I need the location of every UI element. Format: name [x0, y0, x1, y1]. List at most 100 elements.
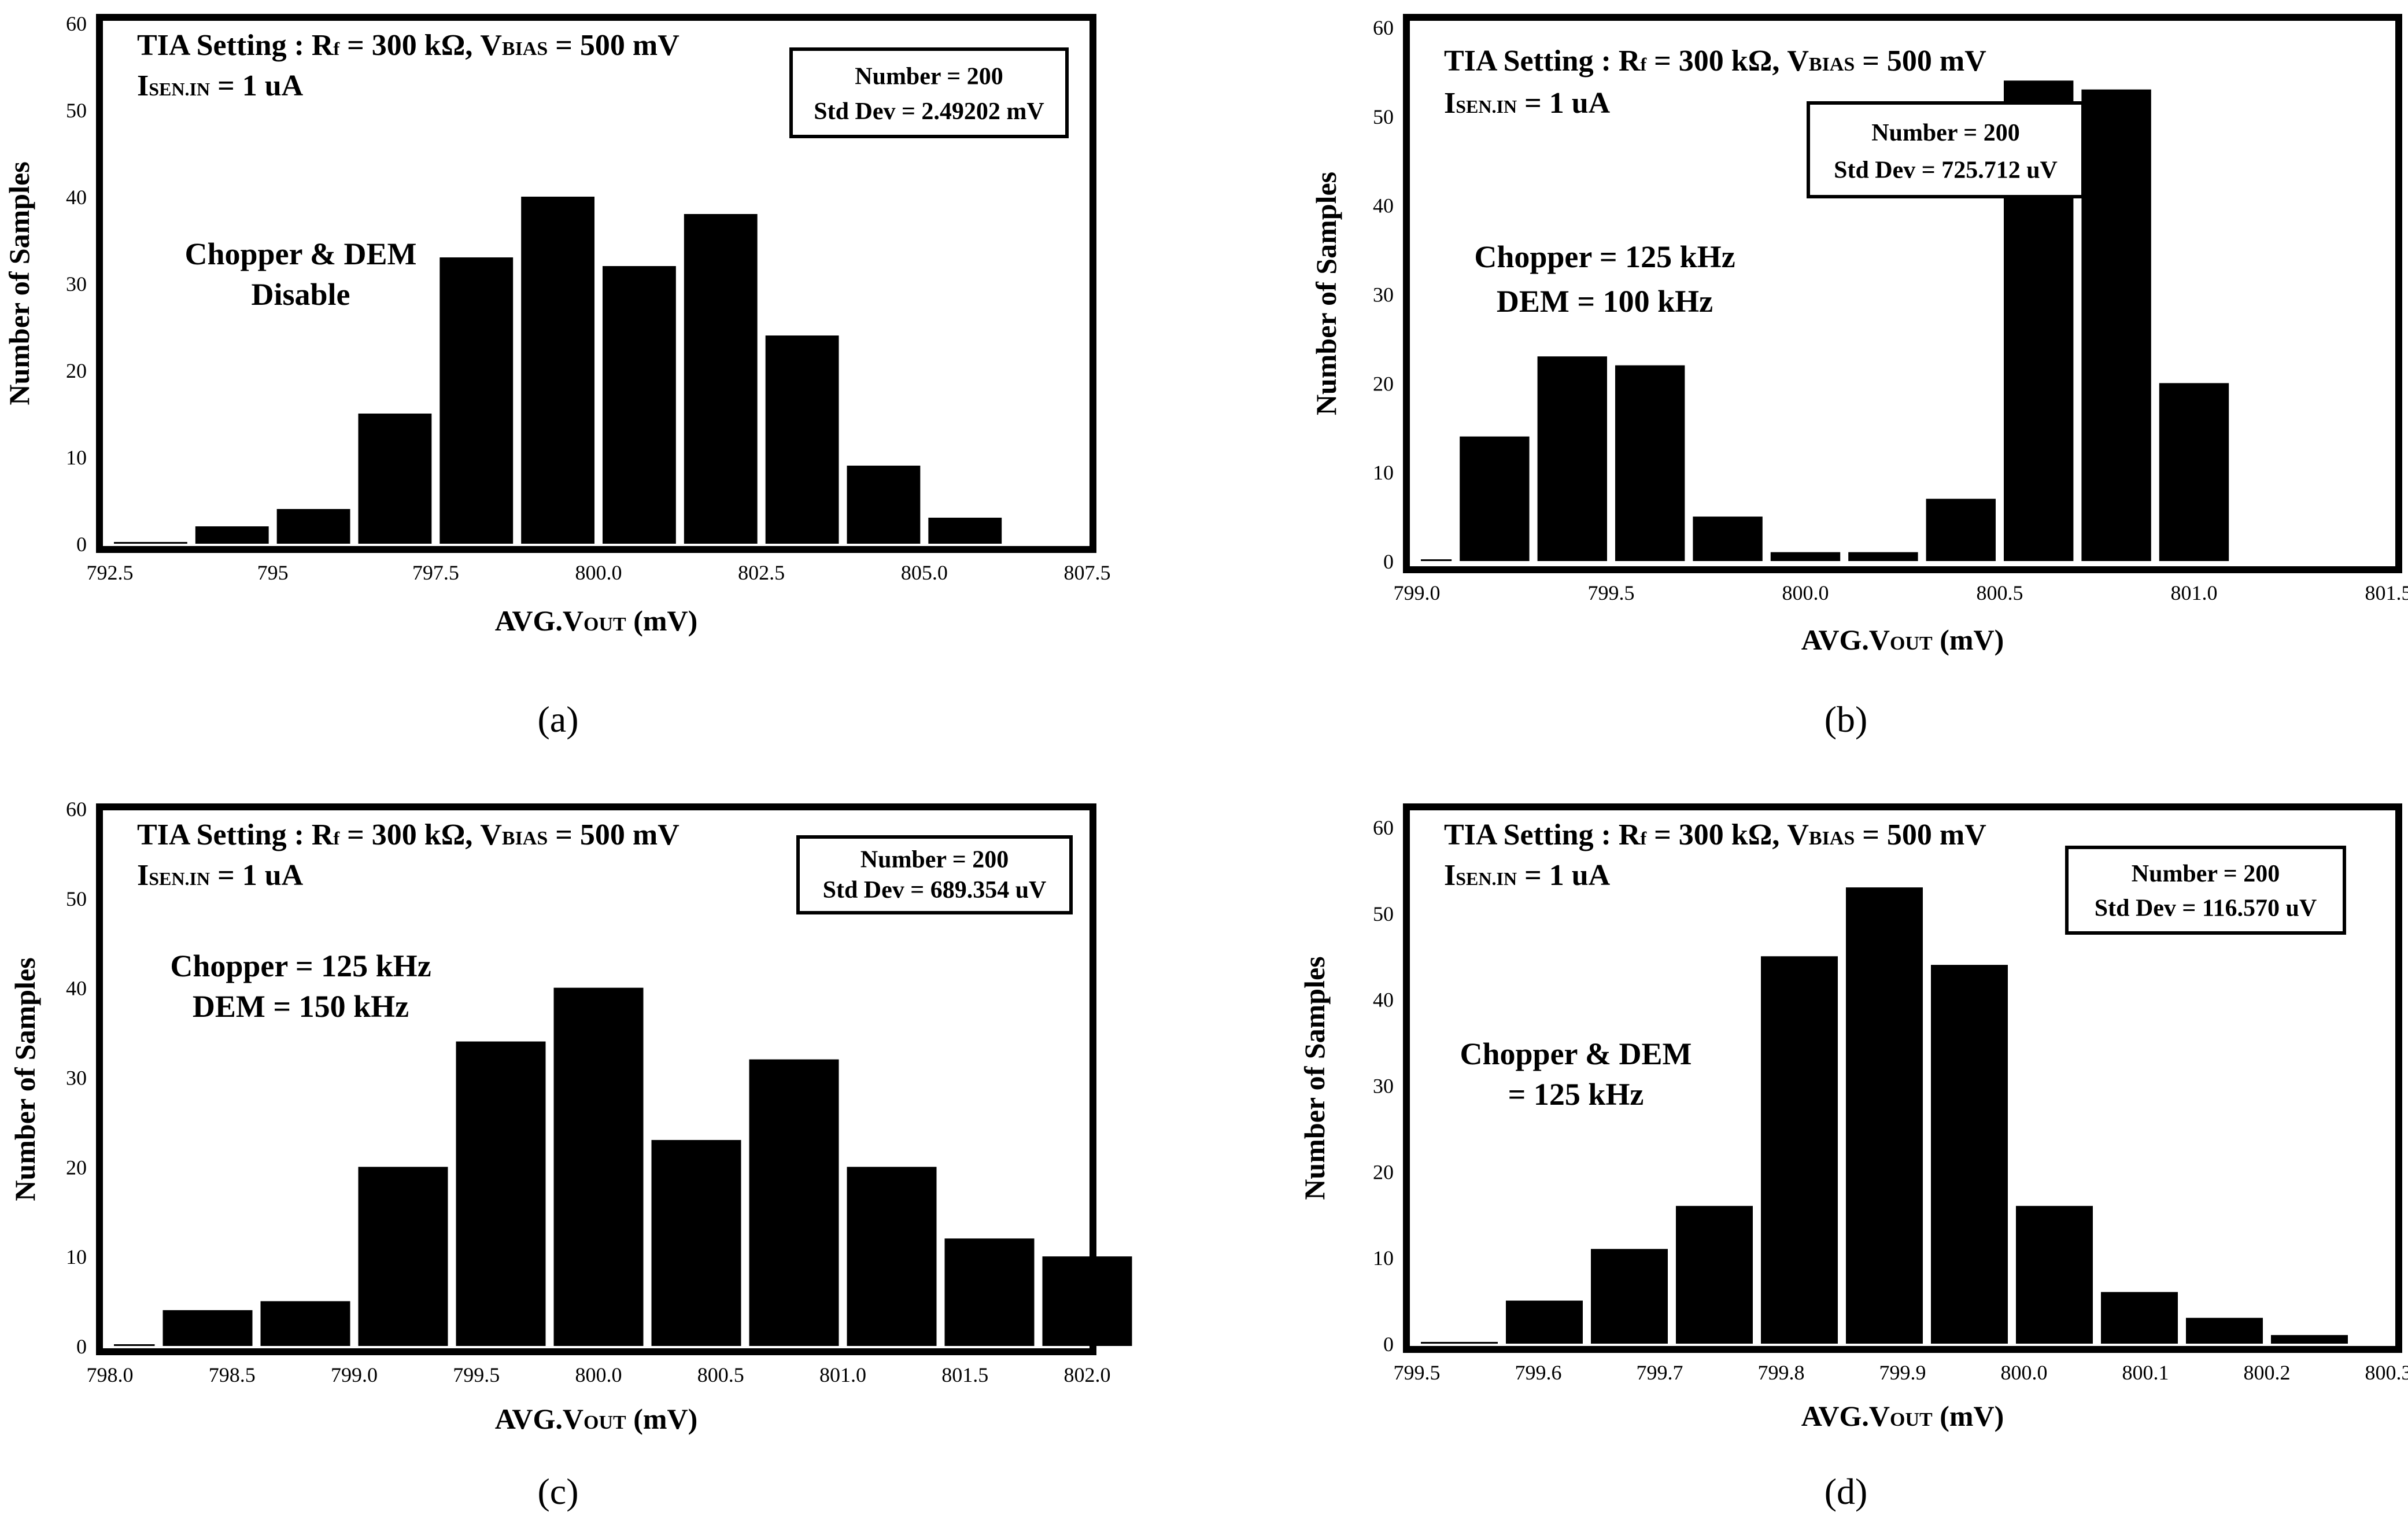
- histogram-bar: [651, 1139, 741, 1346]
- histogram-bar: [928, 518, 1002, 544]
- histogram-bar: [2016, 1205, 2093, 1344]
- x-tick-label: 800.5: [1977, 581, 2023, 604]
- y-tick-label: 60: [1373, 16, 1394, 39]
- x-tick-label: 802.0: [1064, 1363, 1111, 1386]
- histogram-bar: [1846, 887, 1923, 1344]
- x-tick-label: 801.0: [2171, 581, 2218, 604]
- histogram-bar: [456, 1041, 546, 1346]
- chart-panel-d: 0 10 20 30 40 50 60 799.5 799.6 799.7 799.8 799.9 80…: [1298, 803, 2408, 1512]
- x-tick-label: 800.0: [575, 561, 622, 584]
- y-tick-label: 20: [1373, 372, 1394, 395]
- x-tick-label: 792.5: [87, 561, 134, 584]
- y-tick-label: 10: [66, 1245, 87, 1268]
- stats-stddev: Std Dev = 689.354 uV: [823, 877, 1047, 903]
- histogram-bar: [847, 466, 921, 544]
- y-tick-label: 30: [66, 1067, 87, 1090]
- plot-frame: [1403, 803, 2402, 1353]
- x-tick-label: 801.0: [819, 1363, 866, 1386]
- stats-stddev: Std Dev = 2.49202 mV: [814, 98, 1044, 125]
- y-tick-label: 40: [1373, 989, 1394, 1012]
- x-tick-label: 802.5: [738, 561, 785, 584]
- histogram-bar: [162, 1310, 253, 1346]
- histogram-bar: [260, 1301, 350, 1346]
- x-tick-label: 807.5: [1064, 561, 1111, 584]
- y-tick-label: 40: [66, 977, 87, 1000]
- stats-stddev: Std Dev = 725.712 uV: [1834, 157, 2058, 184]
- stats-box: [2065, 846, 2346, 935]
- histogram-bar: [1421, 559, 1452, 561]
- panel-label: (d): [1825, 1471, 1868, 1512]
- y-tick-label: 10: [66, 446, 87, 469]
- histogram-bar: [847, 1167, 937, 1346]
- x-tick-label: 799.9: [1879, 1361, 1926, 1384]
- condition-annotation: DEM = 100 kHz: [1497, 284, 1713, 319]
- histogram-bar: [1537, 356, 1607, 561]
- panel-label: (b): [1825, 699, 1868, 740]
- histogram-bar: [1693, 517, 1763, 561]
- y-tick-label: 20: [66, 359, 87, 382]
- y-tick-label: 0: [76, 533, 87, 556]
- x-tick-label: 797.5: [412, 561, 459, 584]
- stats-stddev: Std Dev = 116.570 uV: [2095, 895, 2317, 921]
- x-tick-label: 800.3: [2365, 1361, 2408, 1384]
- y-tick-label: 60: [66, 798, 87, 821]
- stats-number: Number = 200: [860, 846, 1009, 873]
- tia-setting-label: TIA Setting : Rf = 300 kΩ, VBIAS = 500 m…: [1444, 818, 1986, 851]
- histogram-bar: [553, 987, 644, 1346]
- y-tick-label: 50: [1373, 105, 1394, 128]
- histogram-bar: [440, 257, 514, 544]
- y-tick-label: 50: [66, 887, 87, 910]
- y-tick-label: 30: [1373, 1075, 1394, 1098]
- histogram-bar: [195, 526, 269, 544]
- plot-frame: [96, 14, 1096, 553]
- plot-frame: [1403, 14, 2402, 573]
- x-axis-label: AVG.VOUT (mV): [1801, 624, 2004, 656]
- histogram-bar: [1591, 1249, 1668, 1344]
- y-tick-label: 0: [1383, 550, 1394, 573]
- histogram-bar: [1042, 1256, 1132, 1346]
- histogram-bar: [1615, 365, 1685, 561]
- stats-number: Number = 200: [855, 63, 1003, 90]
- histogram-bar: [276, 509, 350, 544]
- y-axis-label: Number of Samples: [1298, 956, 1331, 1200]
- histogram-bar: [1761, 956, 1838, 1344]
- x-tick-label: 801.5: [941, 1363, 988, 1386]
- histogram-bar: [684, 214, 758, 544]
- x-tick-label: 801.5: [2365, 581, 2408, 604]
- x-tick-label: 800.5: [697, 1363, 744, 1386]
- x-axis-label: AVG.VOUT (mV): [495, 604, 698, 637]
- stats-number: Number = 200: [1871, 120, 2020, 146]
- y-tick-label: 20: [1373, 1160, 1394, 1183]
- y-tick-label: 50: [66, 99, 87, 122]
- tia-setting-label: TIA Setting : Rf = 300 kΩ, VBIAS = 500 m…: [137, 29, 679, 62]
- x-tick-label: 795: [257, 561, 289, 584]
- x-tick-label: 798.5: [209, 1363, 256, 1386]
- histogram-bar: [1676, 1205, 1753, 1344]
- histogram-bar: [358, 414, 432, 544]
- y-axis-label: Number of Samples: [9, 957, 41, 1201]
- x-tick-label: 799.5: [1394, 1361, 1441, 1384]
- y-tick-label: 0: [76, 1335, 87, 1358]
- histogram-bar: [114, 542, 187, 544]
- x-tick-label: 799.0: [331, 1363, 378, 1386]
- y-tick-label: 30: [66, 272, 87, 296]
- y-tick-label: 40: [66, 186, 87, 209]
- histogram-bar: [749, 1059, 839, 1346]
- y-tick-label: 60: [1373, 816, 1394, 839]
- x-tick-label: 800.0: [575, 1363, 622, 1386]
- x-tick-label: 800.1: [2122, 1361, 2169, 1384]
- histogram-bar: [1931, 965, 2008, 1344]
- histogram-bar: [765, 335, 839, 544]
- y-tick-label: 40: [1373, 194, 1394, 217]
- histogram-bar: [2081, 89, 2151, 561]
- y-tick-label: 0: [1383, 1333, 1394, 1356]
- histogram-bar: [358, 1167, 448, 1346]
- panel-label: (a): [537, 699, 578, 740]
- y-tick-label: 50: [1373, 902, 1394, 925]
- histogram-bar: [2159, 383, 2229, 561]
- sense-current-label: ISEN.IN = 1 uA: [1444, 87, 1611, 120]
- condition-annotation: DEM = 150 kHz: [193, 989, 409, 1024]
- stats-box: [1807, 101, 2085, 198]
- histogram-bar: [2101, 1292, 2178, 1344]
